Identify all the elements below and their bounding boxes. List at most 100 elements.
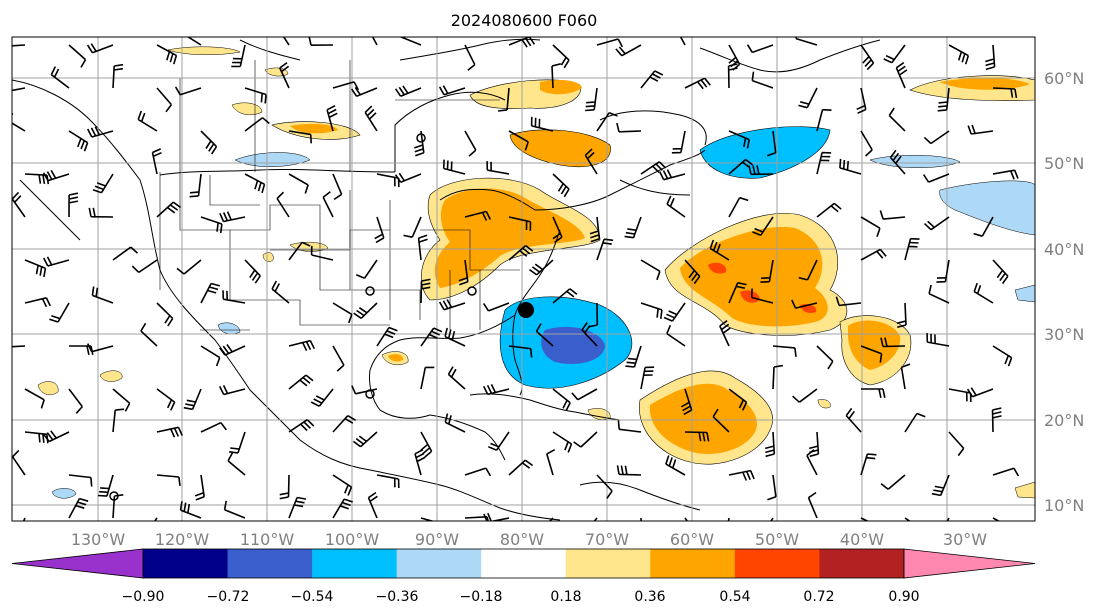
calm-circle	[109, 491, 119, 501]
wind-barb	[279, 474, 290, 500]
wind-barb	[394, 172, 422, 183]
wind-barb	[860, 345, 883, 363]
wind-barb	[12, 191, 26, 218]
wind-barb	[767, 474, 777, 501]
wind-barb	[684, 77, 711, 90]
wind-barb	[904, 412, 926, 433]
wind-barb	[332, 173, 343, 201]
colorbar-extend-high	[903, 548, 1036, 579]
wind-barb	[288, 130, 312, 144]
lon-label: 40°W	[840, 530, 884, 549]
wind-barb	[288, 496, 307, 519]
wind-barb	[442, 159, 466, 175]
wind-barb	[640, 70, 664, 89]
wind-barb	[332, 302, 353, 324]
lat-label: 40°N	[1044, 240, 1084, 259]
wind-barb	[112, 63, 124, 89]
wind-barb	[271, 280, 290, 304]
wind-barb	[991, 407, 1002, 433]
wind-barb	[535, 323, 554, 347]
wind-barb	[508, 37, 536, 48]
wind-barb	[332, 474, 353, 496]
wind-barb	[860, 248, 887, 261]
wind-barb	[860, 130, 873, 157]
colorbar-extend-low	[11, 548, 144, 579]
colorbar-tick: −0.72	[207, 589, 250, 605]
wind-barb	[420, 431, 433, 458]
colorbar-segment	[565, 549, 651, 578]
wind-barb	[839, 158, 862, 175]
colorbar-segment	[819, 549, 905, 578]
wind-barb	[151, 148, 162, 175]
wind-barb	[948, 44, 970, 65]
wind-barb	[665, 455, 686, 476]
wind-barb	[816, 108, 832, 132]
longitude-labels: 130°W 120°W 110°W 100°W 90°W 80°W 70°W 6…	[71, 530, 987, 549]
wind-barb	[350, 86, 378, 98]
wind-barb	[880, 337, 906, 348]
wind-barb	[156, 302, 174, 327]
negative-anomaly-north-atlantic	[699, 126, 831, 179]
wind-barb	[276, 191, 290, 218]
wind-barb	[596, 111, 618, 132]
wind-barb	[12, 113, 26, 132]
wind-barb	[403, 216, 422, 238]
wind-barb	[68, 130, 89, 152]
wind-barb	[244, 117, 270, 132]
wind-barb	[904, 517, 911, 521]
wind-barb	[640, 366, 655, 390]
lon-label: 80°W	[500, 530, 544, 549]
wind-barb	[992, 467, 1020, 477]
wind-barb	[835, 296, 862, 307]
wind-barb	[68, 474, 93, 487]
lat-label: 20°N	[1044, 411, 1084, 430]
wind-barb	[546, 448, 556, 476]
wind-barb	[112, 388, 131, 412]
wind-barbs	[12, 37, 1020, 521]
colorbar-segment	[650, 549, 736, 578]
wind-barb	[420, 327, 443, 347]
wind-barb	[889, 149, 906, 175]
wind-barb	[922, 173, 950, 183]
wind-barb	[288, 339, 316, 352]
wind-barb	[807, 491, 818, 519]
wind-barb	[279, 62, 290, 89]
wind-barb	[374, 216, 385, 244]
wind-barb	[288, 173, 309, 194]
wind-barb	[928, 284, 950, 304]
wind-barb	[112, 408, 125, 433]
wind-barb	[508, 345, 533, 358]
wind-barb	[727, 63, 738, 89]
wind-barb	[617, 420, 642, 433]
wind-barb	[288, 241, 311, 261]
wind-barb	[616, 122, 642, 133]
colorbar-tick: 0.54	[719, 589, 750, 605]
wind-barb	[860, 453, 877, 476]
graticule	[12, 37, 1035, 521]
map-frame	[11, 36, 1036, 522]
lon-label: 60°W	[670, 530, 714, 549]
wind-barb	[923, 130, 950, 145]
wind-barb	[482, 302, 510, 312]
wind-barb	[616, 465, 642, 476]
colorbar-segment	[312, 549, 398, 578]
wind-barb	[860, 44, 875, 71]
colorbar-segment	[481, 549, 567, 578]
wind-barb	[288, 374, 314, 390]
lon-label: 30°W	[943, 530, 987, 549]
wind-barb	[353, 302, 378, 319]
wind-barb	[552, 388, 571, 412]
wind-barb	[222, 290, 246, 304]
wind-barb	[728, 130, 750, 149]
wind-barb	[552, 288, 578, 304]
wind-barb	[371, 37, 378, 46]
lon-label: 130°W	[71, 530, 126, 549]
wind-barb	[86, 126, 114, 138]
wind-barb	[50, 66, 70, 89]
wind-barb	[332, 345, 345, 372]
wind-barb	[420, 366, 435, 390]
wind-barb	[904, 237, 920, 261]
wind-barb	[900, 363, 911, 390]
lon-label: 100°W	[325, 530, 380, 549]
wind-barb	[308, 37, 334, 46]
